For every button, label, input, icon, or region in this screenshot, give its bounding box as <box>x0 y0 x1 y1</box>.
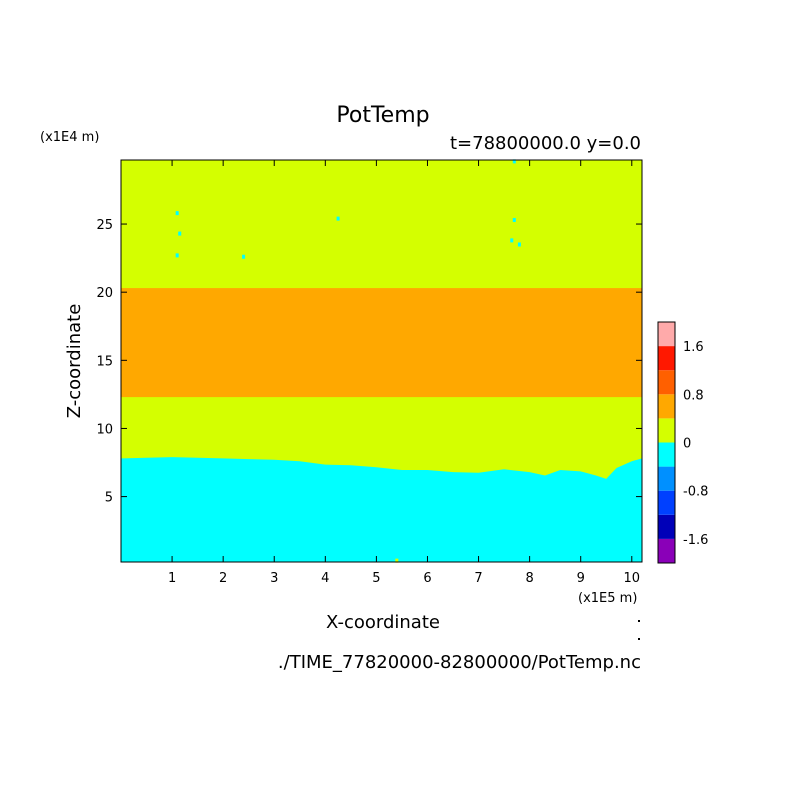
colorbar-frame <box>657 321 676 564</box>
y-tick-label: 10 <box>96 422 113 437</box>
y-axis: 5 10 15 20 25 <box>96 218 642 506</box>
colorbar-segment <box>658 394 675 419</box>
marker-dot <box>638 638 640 640</box>
colorbar-segment <box>658 322 675 347</box>
y-axis-title: Z-coordinate <box>64 304 85 419</box>
speck <box>175 253 179 258</box>
x-tick-label: 10 <box>624 571 641 586</box>
x-tick-label: 6 <box>423 571 431 586</box>
colorbar-segment <box>658 370 675 395</box>
x-tick-label: 3 <box>270 571 278 586</box>
x-tick-label: 4 <box>321 571 329 586</box>
x-unit-label: (x1E5 m) <box>578 591 637 606</box>
colorbar-segment <box>658 490 675 515</box>
colorbar-segment <box>658 346 675 371</box>
x-tick-label: 7 <box>474 571 482 586</box>
speck <box>336 216 340 221</box>
speck <box>395 558 399 563</box>
x-tick-label: 2 <box>219 571 227 586</box>
speck <box>512 159 516 164</box>
y-tick-label: 15 <box>96 354 113 369</box>
colorbar-label: 0 <box>683 437 691 452</box>
x-axis: 1 2 3 4 5 6 7 8 9 10 <box>168 160 640 586</box>
source-file-label: ./TIME_77820000-82800000/PotTemp.nc <box>278 652 641 673</box>
colorbar-segment <box>658 466 675 491</box>
speck <box>175 211 179 216</box>
speck <box>242 254 246 259</box>
x-tick-label: 8 <box>525 571 533 586</box>
colorbar-label: 0.8 <box>683 388 704 403</box>
colorbar-segment <box>658 418 675 443</box>
x-tick-label: 5 <box>372 571 380 586</box>
colorbar-segment <box>658 442 675 467</box>
plot-frame <box>120 159 643 563</box>
speck <box>517 242 521 247</box>
marker-dot <box>638 620 640 622</box>
y-tick-label: 20 <box>96 286 113 301</box>
plot-area <box>121 159 642 563</box>
speck <box>512 217 516 222</box>
colorbar-segment <box>658 538 675 563</box>
colorbar-label: -0.8 <box>683 485 708 500</box>
colorbar-label: 1.6 <box>683 340 704 355</box>
y-tick-label: 5 <box>105 491 113 506</box>
chart-title: PotTemp <box>336 103 429 128</box>
colorbar-label: -1.6 <box>683 533 708 548</box>
x-axis-title: X-coordinate <box>326 612 440 633</box>
x-tick-label: 1 <box>168 571 176 586</box>
colorbar: 1.6 0.8 0 -0.8 -1.6 <box>657 321 708 564</box>
region-warm-band <box>121 288 642 398</box>
speck <box>178 231 182 236</box>
speck <box>510 238 514 243</box>
x-tick-label: 9 <box>577 571 585 586</box>
chart-subtitle: t=78800000.0 y=0.0 <box>450 133 641 154</box>
region-cold-layer <box>121 457 642 562</box>
colorbar-segment <box>658 514 675 539</box>
y-tick-label: 25 <box>96 218 113 233</box>
y-unit-label: (x1E4 m) <box>40 130 99 145</box>
